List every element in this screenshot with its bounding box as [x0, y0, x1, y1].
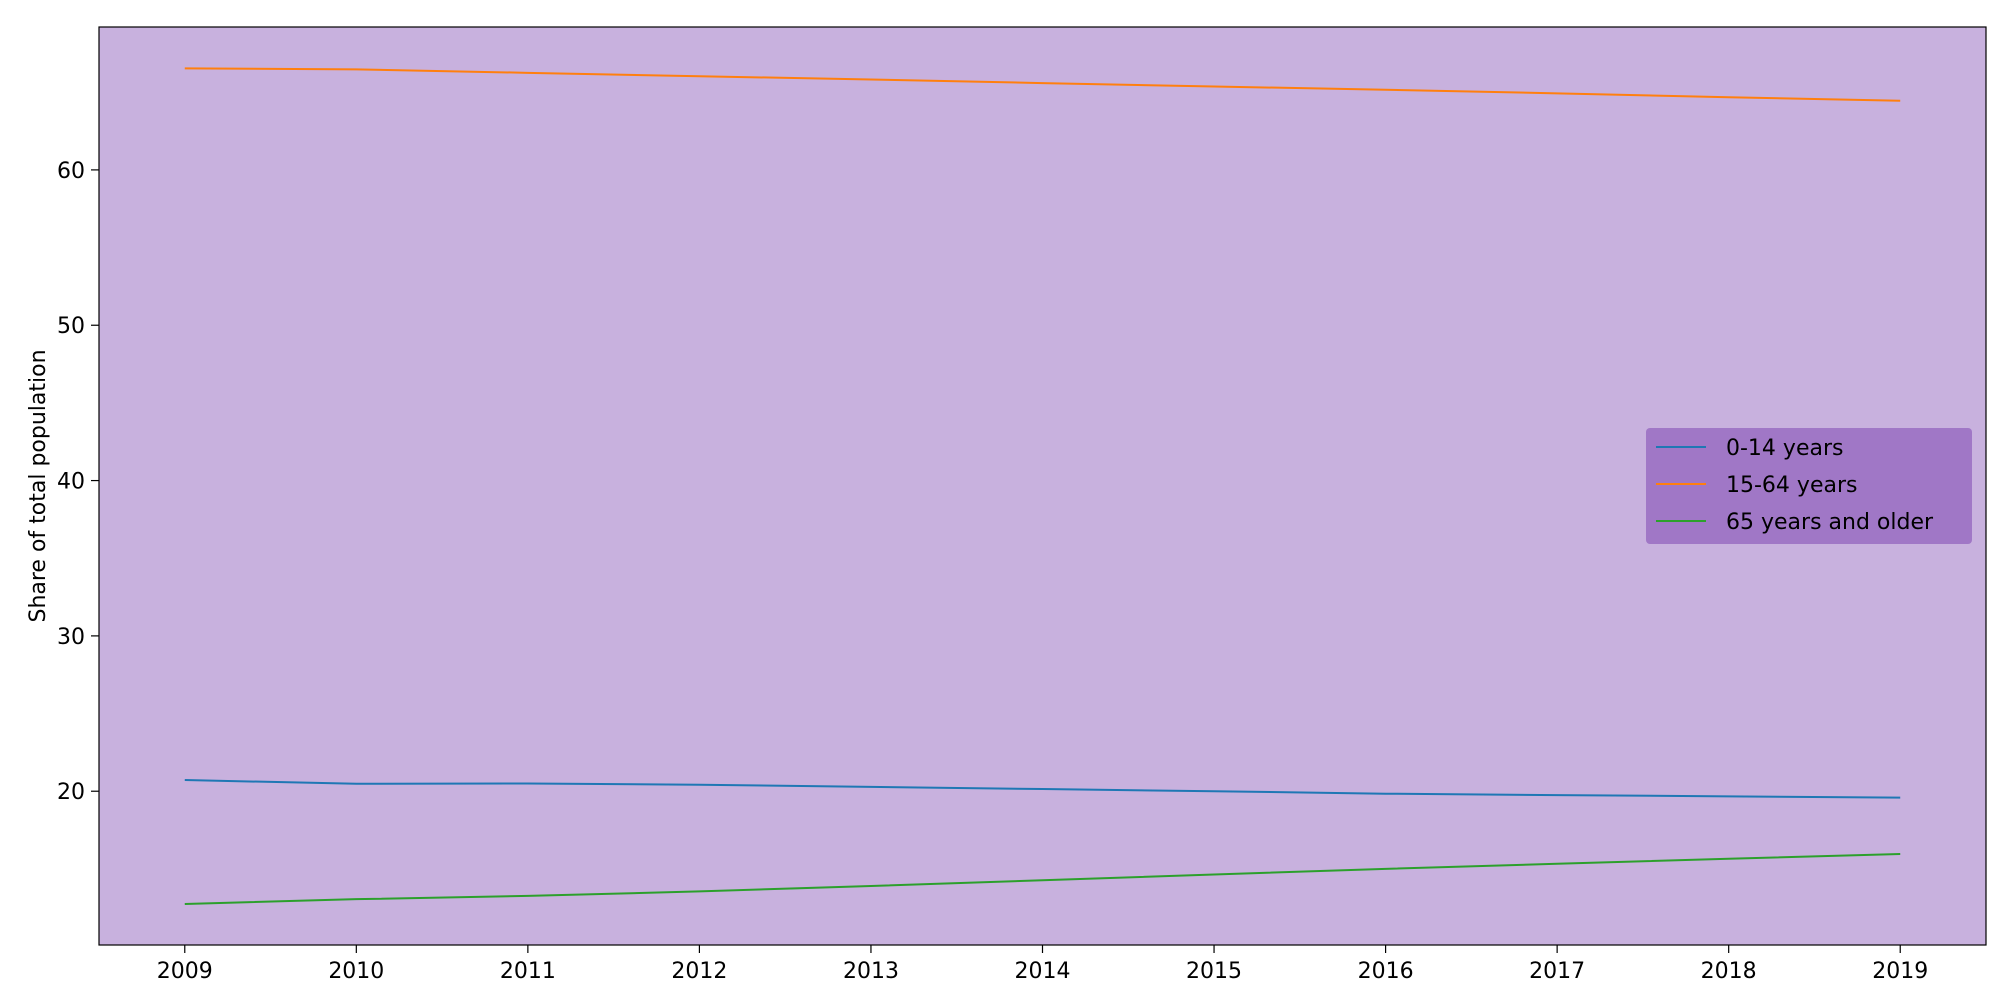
series-line-1	[184, 67, 1901, 102]
legend-label: 0-14 years	[1726, 436, 1843, 461]
y-tick-label: 20	[57, 780, 85, 805]
x-tick-label: 2013	[843, 959, 899, 984]
legend-box	[1646, 428, 1972, 544]
x-axis: 2009 2010 2011 2012 2013 2014 2015 2016 2017 2018…	[157, 945, 1928, 984]
legend-label: 65 years and older	[1726, 510, 1934, 535]
y-tick-label: 40	[57, 470, 85, 495]
y-tick-label: 30	[57, 625, 85, 650]
x-tick-label: 2018	[1701, 959, 1757, 984]
x-tick-label: 2019	[1872, 959, 1928, 984]
x-tick-label: 2012	[671, 959, 727, 984]
x-tick-label: 2009	[157, 959, 213, 984]
legend: 0-14 years 15-64 years 65 years and older	[1646, 428, 1972, 544]
x-tick-label: 2016	[1358, 959, 1414, 984]
series-lines	[184, 67, 1901, 905]
x-tick-label: 2011	[500, 959, 556, 984]
y-tick-label: 50	[57, 314, 85, 339]
series-line-2	[184, 852, 1901, 905]
legend-label: 15-64 years	[1726, 473, 1857, 498]
x-tick-label: 2014	[1015, 959, 1071, 984]
y-axis-label: Share of total population	[26, 349, 51, 622]
x-tick-label: 2015	[1186, 959, 1242, 984]
y-tick-label: 60	[57, 159, 85, 184]
x-tick-label: 2010	[328, 959, 384, 984]
x-tick-label: 2017	[1529, 959, 1585, 984]
y-axis: 20 30 40 50 60	[57, 159, 99, 805]
series-line-0	[184, 779, 1901, 799]
